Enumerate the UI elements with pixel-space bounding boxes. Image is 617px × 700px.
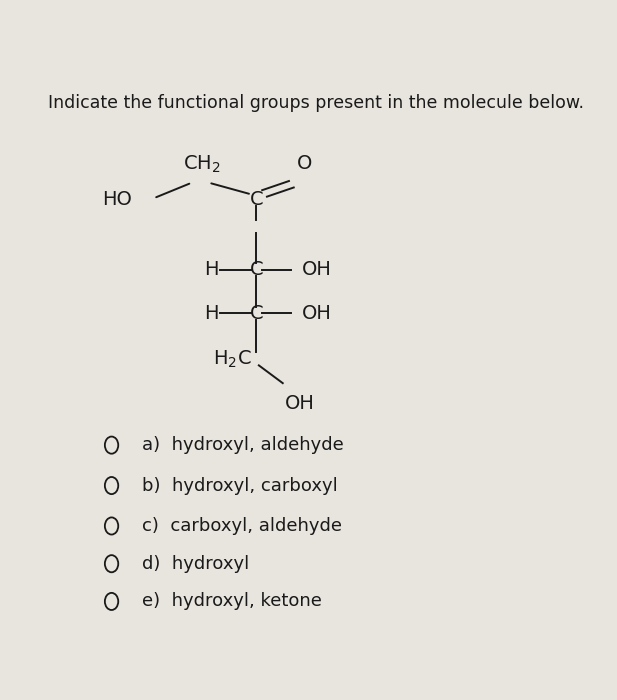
Text: Indicate the functional groups present in the molecule below.: Indicate the functional groups present i… bbox=[48, 94, 584, 112]
Text: OH: OH bbox=[285, 394, 315, 413]
Text: b)  hydroxyl, carboxyl: b) hydroxyl, carboxyl bbox=[142, 477, 337, 495]
Text: HO: HO bbox=[102, 190, 132, 209]
Text: C: C bbox=[250, 304, 263, 323]
Text: e)  hydroxyl, ketone: e) hydroxyl, ketone bbox=[142, 592, 321, 610]
Text: C: C bbox=[250, 260, 263, 279]
Text: a)  hydroxyl, aldehyde: a) hydroxyl, aldehyde bbox=[142, 436, 344, 454]
Text: OH: OH bbox=[302, 304, 332, 323]
Text: c)  carboxyl, aldehyde: c) carboxyl, aldehyde bbox=[142, 517, 342, 535]
Text: OH: OH bbox=[302, 260, 332, 279]
Text: O: O bbox=[297, 155, 312, 174]
Text: C: C bbox=[250, 190, 263, 209]
Text: d)  hydroxyl: d) hydroxyl bbox=[142, 554, 249, 573]
Text: H: H bbox=[204, 304, 218, 323]
Text: CH$_2$: CH$_2$ bbox=[183, 154, 220, 175]
Text: H$_2$C: H$_2$C bbox=[213, 348, 252, 370]
Text: H: H bbox=[204, 260, 218, 279]
